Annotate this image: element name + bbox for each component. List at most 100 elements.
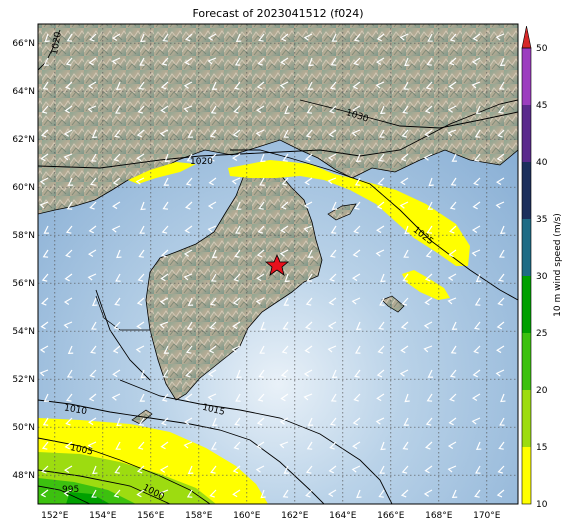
wind-barb bbox=[160, 441, 169, 450]
wind-barb bbox=[329, 249, 337, 258]
wind-barb bbox=[184, 57, 193, 66]
wind-barb bbox=[327, 177, 337, 185]
wind-barb bbox=[425, 417, 433, 426]
wind-barb bbox=[87, 81, 97, 89]
wind-barb bbox=[283, 465, 289, 474]
wind-barb bbox=[376, 393, 385, 402]
wind-barb bbox=[112, 345, 121, 354]
wind-barb bbox=[400, 345, 409, 354]
wind-barb bbox=[235, 33, 242, 42]
wind-barb bbox=[449, 393, 457, 402]
wind-barb bbox=[113, 489, 121, 498]
wind-barb bbox=[403, 81, 409, 90]
colorbar-tick-label: 25 bbox=[536, 329, 547, 339]
wind-barb bbox=[284, 273, 290, 283]
northern-landmass bbox=[38, 24, 518, 215]
wind-barb bbox=[404, 393, 410, 403]
wind-barb bbox=[499, 417, 505, 426]
wind-barb bbox=[234, 225, 241, 234]
wind-barb bbox=[187, 297, 194, 306]
lat-tick-label: 56°N bbox=[12, 279, 35, 289]
wind-barb bbox=[159, 489, 169, 497]
wind-barb bbox=[451, 153, 457, 162]
wind-barb bbox=[303, 201, 313, 209]
wind-barb bbox=[163, 177, 169, 186]
wind-barb bbox=[424, 129, 433, 138]
wind-barb bbox=[448, 57, 457, 66]
wind-shade-okhotsk-north bbox=[128, 162, 196, 184]
wind-barb bbox=[65, 249, 73, 258]
wind-barb bbox=[91, 297, 98, 307]
wind-barb bbox=[380, 441, 386, 451]
wind-barb bbox=[447, 105, 457, 113]
wind-barb bbox=[39, 177, 49, 185]
wind-barb bbox=[137, 441, 145, 450]
wind-barb bbox=[499, 225, 506, 235]
wind-barb bbox=[472, 393, 481, 402]
map-title: Forecast of 2023041512 (f024) bbox=[192, 7, 363, 20]
wind-barb bbox=[159, 321, 169, 329]
wind-barb bbox=[400, 489, 409, 498]
wind-barb bbox=[450, 345, 457, 354]
wind-barb bbox=[355, 321, 362, 331]
wind-barb bbox=[354, 345, 361, 354]
wind-barb bbox=[139, 57, 145, 66]
wind-barb bbox=[185, 177, 193, 186]
wind-barb bbox=[137, 105, 145, 114]
wind-barb bbox=[211, 249, 218, 258]
colorbar-segment bbox=[522, 333, 531, 390]
wind-barb bbox=[235, 393, 241, 402]
wind-barb bbox=[377, 177, 385, 186]
wind-barb bbox=[472, 369, 481, 378]
wind-barb bbox=[257, 57, 265, 66]
wind-barb bbox=[161, 393, 169, 402]
wind-barb bbox=[39, 201, 49, 209]
wind-barb bbox=[303, 369, 313, 377]
wind-barb bbox=[304, 177, 313, 186]
wind-barb bbox=[92, 465, 98, 475]
wind-barb bbox=[328, 489, 337, 498]
wind-barb bbox=[65, 81, 73, 90]
wind-barb bbox=[40, 321, 49, 330]
lat-tick-label: 58°N bbox=[12, 231, 35, 241]
wind-barb bbox=[376, 369, 385, 378]
wind-barb bbox=[41, 441, 49, 450]
wind-barb bbox=[186, 153, 193, 162]
wind-barb bbox=[471, 225, 481, 233]
wind-barb bbox=[116, 249, 122, 259]
wind-barb bbox=[135, 345, 145, 353]
wind-speed-colorbar: 50 45 40 35 30 25 20 15 10 bbox=[521, 25, 548, 510]
wind-barb bbox=[500, 393, 506, 403]
wind-barb bbox=[161, 225, 169, 234]
lat-lon-gridlines bbox=[38, 24, 518, 504]
wind-barb bbox=[279, 417, 289, 425]
wind-barb bbox=[208, 177, 217, 186]
island-commander bbox=[381, 295, 405, 313]
wind-barb bbox=[185, 201, 193, 210]
wind-barb bbox=[401, 129, 409, 138]
wind-barb bbox=[449, 225, 457, 234]
wind-barb bbox=[306, 105, 313, 114]
wind-barb bbox=[234, 249, 241, 258]
wind-barb bbox=[185, 345, 193, 354]
wind-barb bbox=[376, 57, 385, 66]
isobar-label: 1020 bbox=[190, 157, 213, 167]
wind-barb bbox=[89, 201, 97, 210]
wind-barb bbox=[136, 321, 145, 330]
wind-barb bbox=[425, 81, 433, 90]
wind-barb bbox=[111, 57, 121, 65]
wind-barb bbox=[160, 249, 169, 258]
wind-barb bbox=[88, 249, 97, 258]
wind-barb bbox=[448, 81, 457, 90]
wind-barb bbox=[474, 489, 481, 498]
wind-barb bbox=[136, 297, 145, 306]
wind-barb bbox=[424, 465, 433, 474]
lat-tick-label: 64°N bbox=[12, 87, 35, 97]
wind-barb bbox=[210, 441, 217, 450]
wind-barb bbox=[307, 417, 314, 426]
wind-barb bbox=[427, 201, 433, 210]
wind-barb bbox=[354, 177, 361, 186]
wind-barb bbox=[256, 441, 265, 450]
wind-barb bbox=[211, 417, 218, 427]
wind-barb bbox=[379, 297, 385, 306]
